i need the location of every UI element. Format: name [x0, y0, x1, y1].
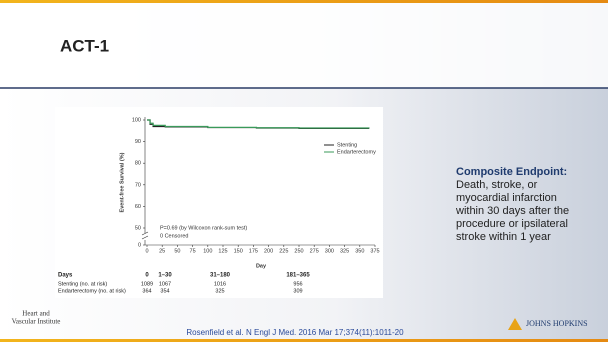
annotation: P=0.69 (by Wilcoxon rank-sum test)	[160, 225, 247, 231]
risk-row-label: Endarterectomy (no. at risk)	[58, 288, 126, 294]
y-tick-label: 80	[135, 161, 141, 167]
legend-label: Stenting	[337, 142, 357, 148]
risk-row-label: Stenting (no. at risk)	[58, 281, 107, 287]
x-tick-label: 300	[325, 248, 334, 254]
risk-value: 1067	[159, 281, 171, 287]
x-tick-label: 75	[190, 248, 196, 254]
citation: Rosenfield et al. N Engl J Med. 2016 Mar…	[186, 328, 404, 337]
endpoint-line: procedure or ipsilateral	[456, 218, 568, 230]
top-bar	[0, 0, 608, 3]
y-axis-label: Event-free Survival (%)	[119, 152, 125, 212]
endpoint-line: Death, stroke, or	[456, 179, 538, 191]
chart-panel	[55, 107, 383, 298]
slide-title: ACT-1	[60, 36, 109, 55]
risk-column: 31–180	[210, 273, 231, 279]
logo-right: JOHNS HOPKINS	[526, 319, 588, 328]
risk-value: 364	[142, 288, 151, 294]
x-axis-label: Day	[256, 263, 267, 269]
x-tick-label: 25	[159, 248, 165, 254]
y-tick-label: 0	[138, 242, 141, 248]
y-tick-label: 60	[135, 204, 141, 210]
x-tick-label: 100	[203, 248, 212, 254]
x-tick-label: 250	[294, 248, 303, 254]
slide: ACT-1 Composite Endpoint: Rosenfield et …	[0, 0, 608, 342]
x-tick-label: 150	[234, 248, 243, 254]
risk-value: 1089	[141, 281, 153, 287]
x-tick-label: 375	[370, 248, 379, 254]
x-tick-label: 275	[310, 248, 319, 254]
x-tick-label: 0	[145, 248, 148, 254]
annotation: 0 Censored	[160, 233, 188, 239]
x-tick-label: 350	[355, 248, 364, 254]
risk-value: 956	[293, 281, 302, 287]
x-tick-label: 125	[218, 248, 227, 254]
x-tick-label: 200	[264, 248, 273, 254]
risk-value: 325	[215, 288, 224, 294]
x-tick-label: 325	[340, 248, 349, 254]
endpoint-line: myocardial infarction	[456, 192, 557, 204]
y-tick-label: 50	[135, 225, 141, 231]
risk-value: 309	[293, 288, 302, 294]
x-tick-label: 225	[279, 248, 288, 254]
x-tick-label: 50	[174, 248, 180, 254]
y-tick-label: 100	[132, 117, 141, 123]
endpoint-heading: Composite Endpoint:	[456, 166, 567, 178]
logo-left: Vascular Institute	[12, 318, 61, 326]
endpoint-line: within 30 days after the	[455, 205, 569, 217]
endpoint-line: stroke within 1 year	[456, 231, 551, 243]
y-tick-label: 90	[135, 139, 141, 145]
risk-header: Days	[58, 273, 73, 279]
logo-left: Heart and	[22, 310, 50, 318]
risk-value: 1016	[214, 281, 226, 287]
risk-value: 354	[160, 288, 169, 294]
x-tick-label: 175	[249, 248, 258, 254]
risk-column: 181–365	[286, 273, 310, 279]
endpoint-box: Composite Endpoint:	[456, 166, 567, 178]
y-tick-label: 70	[135, 182, 141, 188]
risk-column: 1–30	[158, 273, 172, 279]
legend-label: Endarterectomy	[337, 149, 376, 155]
